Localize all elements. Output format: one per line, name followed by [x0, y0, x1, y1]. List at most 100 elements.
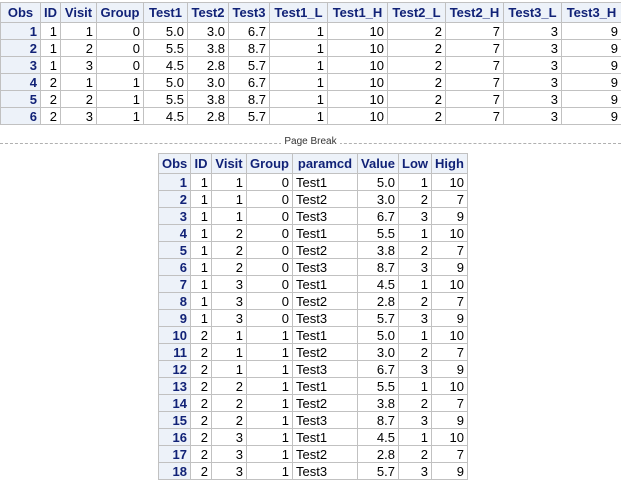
cell: 0	[96, 39, 144, 57]
cell: 3	[60, 107, 97, 125]
data-row: 2 1 1 0 Test2 3.0 2 7	[158, 190, 468, 208]
data-row: 7 1 3 0 Test1 4.5 1 10	[158, 275, 468, 293]
cell: 1	[40, 56, 61, 74]
row-number: 2	[158, 190, 191, 208]
cell: 9	[561, 73, 621, 91]
column-header: Test1_H	[327, 2, 388, 23]
cell: 10	[431, 224, 468, 242]
cell: 5.7	[228, 107, 270, 125]
cell: 2	[211, 241, 247, 259]
data-row: 10 2 1 1 Test1 5.0 1 10	[158, 326, 468, 344]
column-header: Group	[246, 153, 293, 174]
cell: 5.0	[357, 173, 399, 191]
cell: 0	[246, 275, 293, 293]
cell: 2	[211, 377, 247, 395]
cell: 3	[398, 462, 432, 480]
cell: 3.8	[187, 39, 229, 57]
cell: 6.7	[228, 73, 270, 91]
cell: 4.5	[357, 428, 399, 446]
cell: 1	[96, 90, 144, 108]
cell: 1	[246, 462, 293, 480]
row-number: 10	[158, 326, 191, 344]
cell: 2	[190, 326, 212, 344]
cell: 7	[445, 107, 504, 125]
data-row: 11 2 1 1 Test2 3.0 2 7	[158, 343, 468, 361]
column-header: Test2_H	[445, 2, 504, 23]
cell: 2	[190, 445, 212, 463]
cell: 2	[387, 107, 446, 125]
row-number: 17	[158, 445, 191, 463]
cell: 3	[503, 90, 562, 108]
cell: 2	[190, 377, 212, 395]
cell: 1	[269, 56, 328, 74]
cell: 7	[445, 56, 504, 74]
cell: 1	[246, 411, 293, 429]
row-number: 8	[158, 292, 191, 310]
wide-table: Obs ID Visit Group Test1 Test2 Test3 Test1_L Tes…	[0, 2, 621, 125]
cell: 1	[269, 39, 328, 57]
data-row: 1 1 1 0 Test1 5.0 1 10	[158, 173, 468, 191]
cell: 1	[96, 73, 144, 91]
cell: 5.5	[357, 224, 399, 242]
cell: 7	[445, 22, 504, 40]
cell: 3	[503, 73, 562, 91]
cell: 2	[40, 73, 61, 91]
cell: 2	[398, 190, 432, 208]
column-header: Value	[357, 153, 399, 174]
cell: 9	[431, 462, 468, 480]
cell: 3	[398, 309, 432, 327]
cell: 0	[246, 292, 293, 310]
cell: 1	[190, 173, 212, 191]
cell: 5.7	[228, 56, 270, 74]
column-header: paramcd	[292, 153, 358, 174]
cell: 3	[211, 309, 247, 327]
cell: 1	[269, 22, 328, 40]
cell: 1	[269, 73, 328, 91]
cell: 2	[190, 360, 212, 378]
cell: 9	[431, 309, 468, 327]
cell: 1	[398, 428, 432, 446]
cell: 7	[445, 90, 504, 108]
cell: Test1	[292, 224, 358, 242]
row-number: 11	[158, 343, 191, 361]
data-row: 14 2 2 1 Test2 3.8 2 7	[158, 394, 468, 412]
cell: 1	[190, 275, 212, 293]
column-header: Test3	[228, 2, 270, 23]
cell: Test2	[292, 190, 358, 208]
cell: 1	[190, 207, 212, 225]
cell: 3.0	[187, 73, 229, 91]
row-number: 15	[158, 411, 191, 429]
row-number: 7	[158, 275, 191, 293]
data-row: 8 1 3 0 Test2 2.8 2 7	[158, 292, 468, 310]
cell: 2	[190, 343, 212, 361]
cell: 2	[211, 411, 247, 429]
row-number: 18	[158, 462, 191, 480]
cell: 3	[503, 56, 562, 74]
cell: 1	[40, 22, 61, 40]
cell: Test3	[292, 207, 358, 225]
cell: 0	[246, 173, 293, 191]
cell: 9	[561, 56, 621, 74]
header-row: Obs ID Visit Group paramcd Value Low High	[158, 153, 468, 174]
column-header: Visit	[60, 2, 97, 23]
cell: 3	[398, 360, 432, 378]
cell: 9	[561, 22, 621, 40]
cell: 2	[387, 56, 446, 74]
cell: 1	[398, 377, 432, 395]
data-row: 15 2 2 1 Test3 8.7 3 9	[158, 411, 468, 429]
page-break-text: Page Break	[281, 136, 340, 147]
column-header: Obs	[0, 2, 41, 23]
cell: 4.5	[143, 107, 188, 125]
cell: 7	[431, 394, 468, 412]
data-row: 2 1 2 0 5.5 3.8 8.7 1 10 2 7 3 9	[0, 39, 621, 57]
cell: 3	[503, 22, 562, 40]
cell: Test1	[292, 326, 358, 344]
row-number: 14	[158, 394, 191, 412]
column-header: High	[431, 153, 468, 174]
row-number: 5	[158, 241, 191, 259]
cell: 2.8	[187, 107, 229, 125]
cell: 0	[246, 207, 293, 225]
cell: 4.5	[357, 275, 399, 293]
cell: 1	[190, 224, 212, 242]
cell: 2	[211, 224, 247, 242]
